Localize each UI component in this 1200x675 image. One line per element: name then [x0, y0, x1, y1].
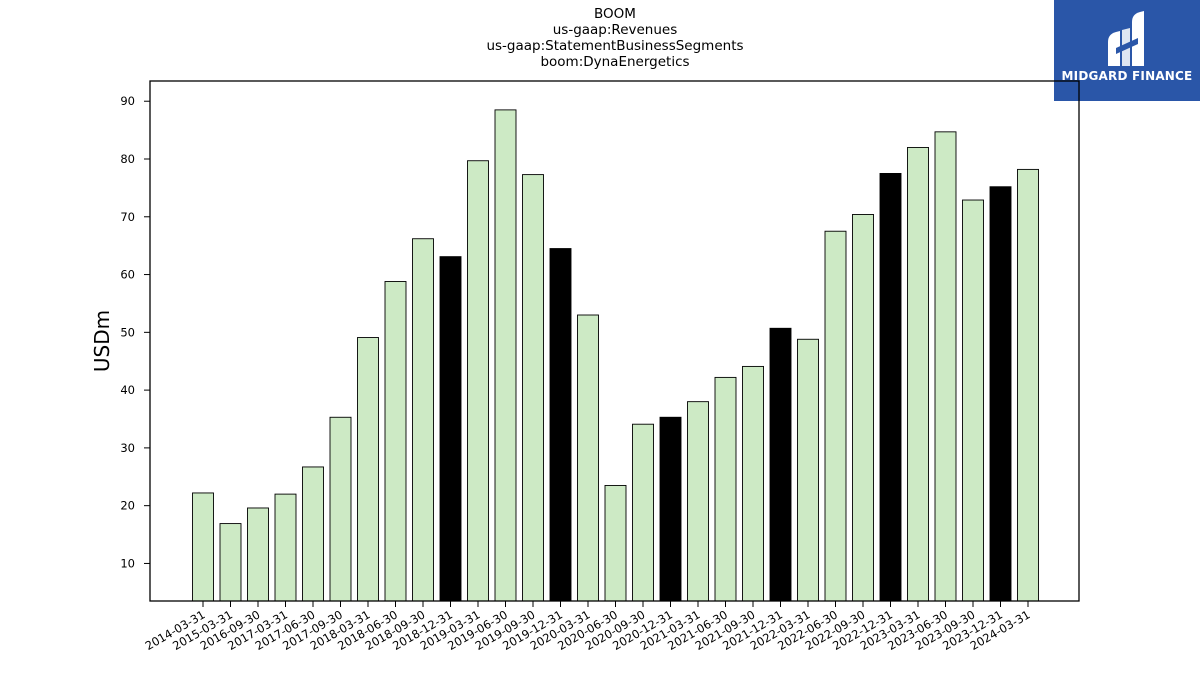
- bar-2019-12-31: [549, 248, 572, 602]
- y-tick-label: 20: [120, 499, 135, 513]
- y-tick-label: 80: [120, 152, 135, 166]
- bar-2021-09-30: [742, 365, 764, 602]
- plot-frame: [149, 80, 1080, 602]
- bar-2024-03-31: [1017, 168, 1039, 602]
- y-tick-label: 90: [120, 94, 135, 108]
- title-line-ticker: BOOM: [594, 6, 636, 22]
- y-axis: 10 20 30 40 50 60 70 80 90: [120, 94, 150, 570]
- chart-title: BOOM us-gaap:Revenues us-gaap:StatementB…: [415, 6, 815, 70]
- bar-2019-09-30: [522, 174, 544, 602]
- midgard-logo-icon: [1108, 11, 1144, 66]
- bar-2018-12-31: [439, 256, 462, 602]
- y-axis-label: USDm: [90, 310, 114, 372]
- bar-2023-03-31: [907, 146, 929, 602]
- bar-2021-03-31: [687, 401, 709, 602]
- title-line-axis: us-gaap:StatementBusinessSegments: [486, 38, 744, 54]
- bar-2016-09-30: [247, 507, 269, 602]
- bar-2022-12-31: [879, 172, 902, 602]
- title-line-member: boom:DynaEnergetics: [540, 54, 690, 70]
- bar-2018-06-30: [384, 281, 407, 602]
- bar-2014-03-31: [192, 492, 214, 602]
- bar-2017-09-30: [329, 416, 352, 602]
- bar-2021-06-30: [714, 376, 737, 602]
- bar-2022-09-30: [852, 214, 874, 602]
- y-tick-label: 30: [120, 441, 135, 455]
- bar-2020-12-31: [659, 416, 682, 602]
- bar-2017-03-31: [274, 493, 297, 602]
- bar-2017-06-30: [302, 466, 324, 602]
- bar-2018-03-31: [357, 337, 379, 602]
- bar-2020-06-30: [604, 484, 627, 602]
- bar-2021-12-31: [769, 327, 792, 602]
- y-tick-label: 60: [120, 268, 135, 282]
- bar-2023-06-30: [934, 131, 957, 602]
- title-line-concept: us-gaap:Revenues: [552, 22, 678, 38]
- logo-text: MIDGARD FINANCE: [1061, 69, 1193, 83]
- bars-group: [192, 109, 1039, 602]
- bar-2019-06-30: [494, 109, 517, 602]
- bar-2018-09-30: [412, 238, 434, 602]
- bar-2020-03-31: [577, 314, 599, 602]
- y-tick-label: 50: [120, 325, 135, 339]
- bar-2015-03-31: [219, 523, 242, 602]
- bar-2019-03-31: [467, 160, 489, 602]
- bar-2022-06-30: [824, 230, 847, 602]
- bar-2023-12-31: [989, 186, 1012, 602]
- y-tick-label: 10: [120, 556, 135, 570]
- y-tick-label: 70: [120, 210, 135, 224]
- bar-2022-03-31: [797, 338, 819, 602]
- y-tick-label: 40: [120, 383, 135, 397]
- bar-2023-09-30: [962, 199, 984, 602]
- x-axis: 2014-03-312015-03-312016-09-302017-03-31…: [143, 601, 1033, 653]
- bar-2020-09-30: [632, 423, 654, 602]
- midgard-finance-logo: MIDGARD FINANCE: [1054, 0, 1200, 101]
